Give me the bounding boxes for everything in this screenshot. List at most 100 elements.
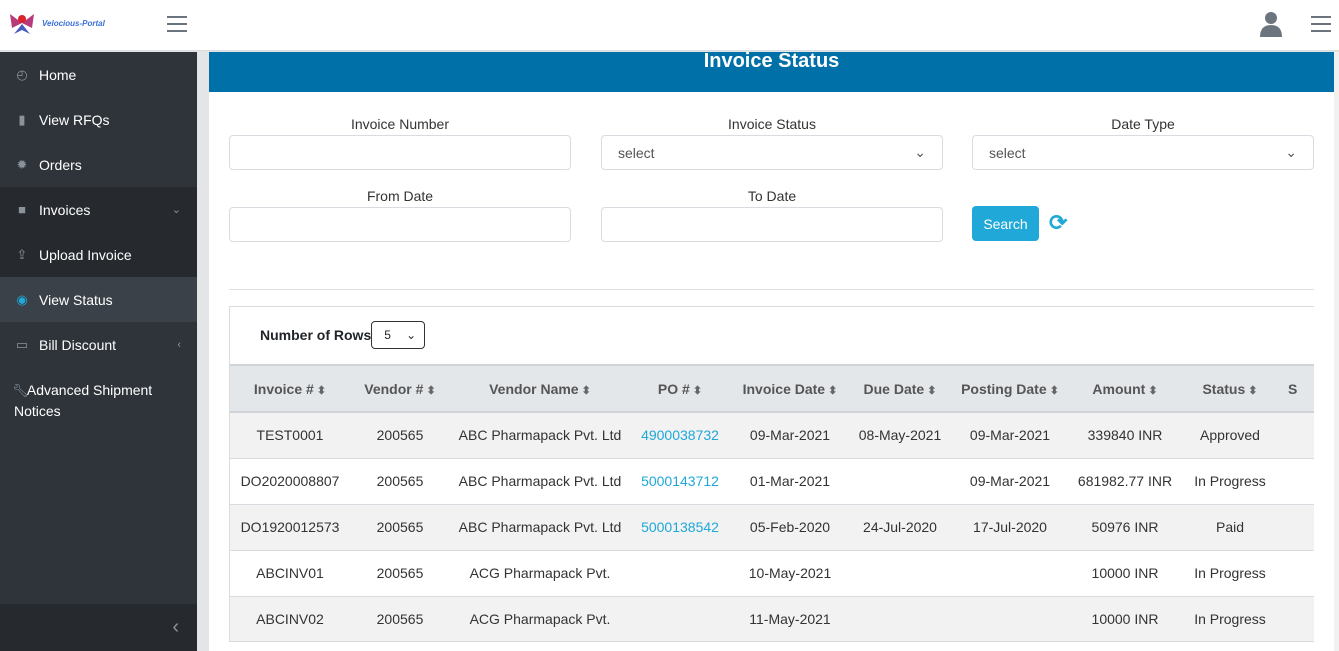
butterfly-logo-icon: [10, 14, 34, 34]
invoice-number-label: Invoice Number: [350, 116, 450, 132]
eye-icon: ◉: [16, 291, 28, 307]
to-date-group: To Date: [601, 188, 943, 242]
column-header-label: Posting Date: [961, 380, 1047, 397]
invoice-number-group: Invoice Number: [229, 116, 571, 170]
po-link[interactable]: 4900038732: [641, 427, 719, 444]
column-header-label: PO #: [657, 380, 690, 397]
credit-card-icon: ▭: [15, 336, 29, 352]
rows-value: 5: [384, 328, 391, 342]
from-date-input[interactable]: [229, 207, 571, 242]
column-header[interactable]: S: [1280, 364, 1314, 413]
rows-per-page-select[interactable]: 5 ⌄: [371, 321, 426, 349]
table-row[interactable]: TEST0001 200565 ABC Pharmapack Pvt. Ltd 490…: [230, 412, 1314, 459]
invoice-status-select[interactable]: select ⌄: [601, 135, 943, 170]
table-cell: 200565: [350, 458, 450, 505]
table-row[interactable]: DO1920012573 200565 ABC Pharmapack Pvt. Lt…: [230, 504, 1314, 551]
column-header[interactable]: Vendor # ⬍: [350, 364, 450, 413]
column-header-label: Vendor #: [364, 380, 424, 397]
table-row[interactable]: ABCINV02 200565 ACG Pharmapack Pvt. 11-May-…: [230, 596, 1314, 641]
search-button[interactable]: Search: [972, 206, 1039, 241]
date-type-select[interactable]: select ⌄: [972, 135, 1314, 170]
po-link[interactable]: 5000143712: [641, 473, 719, 489]
invoice-table-container: Number of Rows 5 ⌄ Invoice # ⬍ Vendor # ⬍ V…: [229, 306, 1314, 642]
sort-icon[interactable]: ⬍: [689, 384, 703, 397]
menu-toggle-button[interactable]: [1311, 16, 1331, 32]
chevron-down-icon: ⌄: [1285, 144, 1297, 160]
table-row[interactable]: DO2020008807 200565 ABC Pharmapack Pvt. Lt…: [230, 458, 1314, 505]
table-row[interactable]: ABCINV01 200565 ACG Pharmapack Pvt. 10-May-…: [230, 550, 1314, 597]
table-cell: [1280, 458, 1314, 505]
chevron-down-icon: ⌄: [171, 204, 181, 216]
table-cell: 01-Mar-2021: [730, 458, 850, 505]
table-cell: In Progress: [1180, 458, 1280, 505]
sort-icon[interactable]: ⬍: [423, 384, 436, 397]
column-header[interactable]: PO # ⬍: [630, 364, 730, 413]
column-header[interactable]: Amount ⬍: [1070, 364, 1180, 413]
sidebar-item-advanced-shipment-notices[interactable]: 🔧︎ Advanced Shipment Notices: [12, 382, 153, 419]
table-cell: [850, 596, 950, 641]
sidebar-item-orders[interactable]: ✹ Orders: [0, 142, 197, 187]
invoice-table: Invoice # ⬍ Vendor # ⬍ Vendor Name ⬍ PO # ⬍…: [230, 364, 1314, 641]
table-cell: ABCINV02: [230, 596, 350, 641]
table-cell: 50976 INR: [1070, 504, 1180, 551]
rows-per-page: Number of Rows 5 ⌄: [260, 321, 426, 349]
refresh-icon[interactable]: ⟳: [1049, 210, 1068, 235]
sidebar-item-upload-invoice[interactable]: ⇪ Upload Invoice: [0, 232, 197, 277]
sort-icon[interactable]: ⬍: [1046, 384, 1059, 397]
table-cell: 09-Mar-2021: [730, 412, 850, 459]
column-header[interactable]: Due Date ⬍: [850, 364, 950, 413]
po-link[interactable]: 5000138542: [641, 519, 719, 535]
scrollbar[interactable]: [1334, 52, 1339, 651]
table-cell: 339840 INR: [1070, 412, 1180, 459]
sidebar: ◴ Home ▮ View RFQs ✹ Orders ■ Invoices ⌄ ⇪ Upl…: [0, 52, 197, 651]
from-date-group: From Date: [229, 188, 571, 242]
dashboard-icon: ◴: [16, 66, 28, 82]
to-date-label: To Date: [747, 188, 797, 204]
sidebar-toggle-button[interactable]: [167, 16, 187, 32]
invoice-number-input[interactable]: [229, 135, 571, 170]
app-name: Velocious-Portal: [42, 18, 105, 28]
wrench-icon: 🔧︎: [12, 383, 29, 398]
sidebar-item-invoices[interactable]: ■ Invoices ⌄: [0, 187, 197, 232]
sort-icon[interactable]: ⬍: [924, 384, 937, 397]
sort-icon[interactable]: ⬍: [1145, 384, 1158, 397]
column-header-label: Due Date: [863, 380, 925, 397]
column-header-label: Vendor Name: [489, 380, 579, 397]
table-cell: 09-Mar-2021: [950, 412, 1070, 459]
column-header[interactable]: Invoice # ⬍: [230, 364, 350, 413]
table-cell: 24-Jul-2020: [850, 504, 950, 551]
table-cell: ABCINV01: [230, 550, 350, 597]
column-header-label: S: [1288, 380, 1298, 397]
column-header[interactable]: Posting Date ⬍: [950, 364, 1070, 413]
sidebar-item-home[interactable]: ◴ Home: [0, 52, 197, 97]
sort-icon[interactable]: ⬍: [578, 384, 591, 397]
column-header[interactable]: Invoice Date ⬍: [730, 364, 850, 413]
sort-icon[interactable]: ⬍: [1245, 384, 1258, 397]
table-cell: 09-Mar-2021: [950, 458, 1070, 505]
table-cell: 08-May-2021: [850, 412, 950, 459]
logo[interactable]: Velocious-Portal: [8, 10, 105, 36]
column-header[interactable]: Status ⬍: [1180, 364, 1280, 413]
to-date-input[interactable]: [601, 207, 943, 242]
table-cell: [1280, 504, 1314, 551]
table-cell: DO2020008807: [230, 458, 350, 505]
sidebar-item-view-rfqs[interactable]: ▮ View RFQs: [0, 97, 197, 142]
sidebar-collapse-button[interactable]: ‹: [0, 604, 197, 651]
user-avatar-icon[interactable]: [1260, 11, 1282, 37]
table-cell: 11-May-2021: [730, 596, 850, 641]
sort-icon[interactable]: ⬍: [313, 384, 327, 397]
sort-icon[interactable]: ⬍: [825, 384, 838, 397]
sidebar-item-bill-discount[interactable]: ▭ Bill Discount ‹: [15, 336, 181, 353]
table-cell: 5000138542: [630, 504, 730, 551]
column-header[interactable]: Vendor Name ⬍: [450, 364, 630, 413]
invoice-status-value: select: [618, 144, 655, 161]
table-cell: ACG Pharmapack Pvt.: [450, 550, 630, 597]
date-type-label: Date Type: [1111, 116, 1175, 132]
rows-label: Number of Rows: [260, 327, 372, 343]
sidebar-item-view-status[interactable]: ◉ View Status: [0, 277, 197, 322]
table-cell: ABC Pharmapack Pvt. Ltd: [450, 412, 630, 459]
table-cell: 200565: [350, 596, 450, 641]
table-cell: 10000 INR: [1070, 550, 1180, 597]
table-cell: 05-Feb-2020: [730, 504, 850, 551]
table-cell: 10000 INR: [1070, 596, 1180, 641]
